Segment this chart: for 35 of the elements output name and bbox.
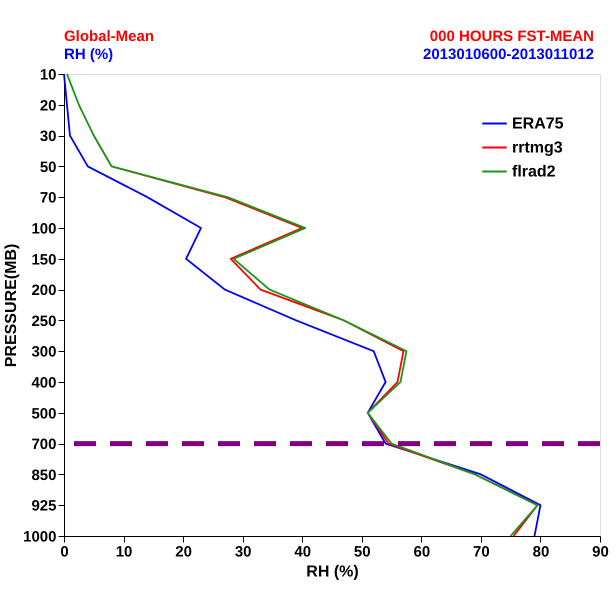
x-tick-label: 90 bbox=[592, 544, 609, 560]
y-tick-label: 50 bbox=[40, 158, 56, 176]
y-tick-label: 10 bbox=[40, 66, 56, 84]
y-tick-label: 250 bbox=[31, 312, 56, 330]
y-tick-label: 925 bbox=[31, 498, 56, 515]
text: 2013010600-2013011012 bbox=[422, 46, 594, 63]
y-tick-label: 300 bbox=[31, 344, 56, 361]
x-tick-label: 30 bbox=[234, 544, 252, 560]
y-axis-title: PRESSURE(MB) bbox=[3, 244, 20, 368]
y-tick-label: 400 bbox=[31, 374, 56, 392]
y-tick-label: 70 bbox=[40, 190, 56, 207]
x-tick-label: 70 bbox=[473, 544, 490, 560]
x-tick-label: 50 bbox=[354, 544, 371, 560]
x-tick-label: 60 bbox=[413, 544, 430, 560]
x-tick-label: 0 bbox=[60, 544, 69, 560]
x-tick-label: 10 bbox=[116, 544, 132, 560]
x-tick-label: 80 bbox=[532, 544, 550, 560]
x-tick-label: 20 bbox=[175, 544, 192, 560]
legend-label: rrtmg3 bbox=[512, 140, 563, 156]
legend-label: flrad2 bbox=[512, 164, 556, 180]
y-tick-label: 500 bbox=[31, 405, 56, 422]
text: 000 HOURS FST-MEAN bbox=[430, 28, 594, 45]
y-tick-label: 150 bbox=[31, 251, 56, 268]
chart-title: Global-Mean bbox=[64, 28, 154, 45]
y-tick-label: 20 bbox=[40, 97, 56, 114]
y-tick-label: 850 bbox=[31, 466, 56, 484]
chart-subtitle: RH (%) bbox=[64, 46, 114, 63]
x-tick-label: 40 bbox=[294, 544, 312, 560]
y-tick-label: 700 bbox=[31, 436, 56, 454]
y-tick-label: 100 bbox=[31, 220, 56, 238]
y-tick-label: 1000 bbox=[23, 528, 56, 546]
y-tick-label: 30 bbox=[40, 128, 56, 146]
legend-label: ERA75 bbox=[512, 116, 564, 132]
x-axis-title: RH (%) bbox=[306, 564, 359, 580]
y-tick-label: 200 bbox=[31, 282, 56, 300]
